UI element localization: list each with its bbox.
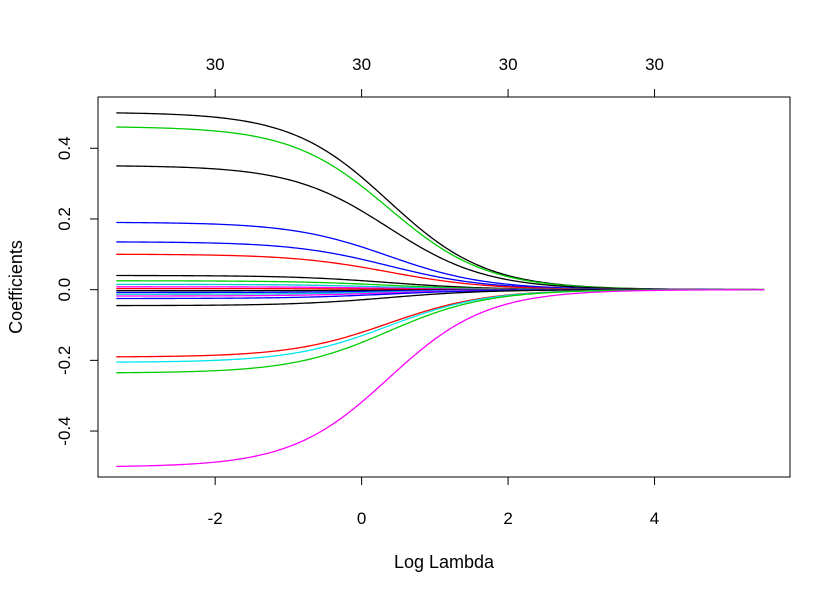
y-tick-label: 0.4 [55, 136, 74, 160]
y-tick-label: 0.2 [55, 207, 74, 231]
coefficient-path-18 [116, 289, 765, 358]
x-tick-label: -2 [208, 509, 223, 528]
coefficient-path-2 [116, 126, 765, 291]
y-axis-title: Coefficients [6, 240, 26, 334]
y-tick-label: -0.4 [55, 416, 74, 445]
top-tick-label: 30 [352, 55, 371, 74]
coefficient-path-19 [116, 289, 765, 363]
coefficient-path-21 [116, 289, 765, 468]
x-axis-bottom: -2 0 2 4 [208, 477, 659, 528]
y-tick-label: -0.2 [55, 346, 74, 375]
x-tick-label: 4 [650, 509, 659, 528]
y-tick-label: 0.0 [55, 278, 74, 302]
plot-frame [97, 96, 791, 478]
x-tick-label: 2 [503, 509, 512, 528]
top-tick-label: 30 [206, 55, 225, 74]
x-axis-title: Log Lambda [394, 552, 495, 572]
y-axis-left: -0.4 -0.2 0.0 0.2 0.4 [55, 136, 98, 446]
top-tick-label: 30 [499, 55, 518, 74]
coefficient-path-5 [116, 241, 765, 291]
coefficient-path-4 [116, 221, 765, 291]
coefficient-path-1 [116, 112, 765, 291]
x-tick-label: 0 [357, 509, 366, 528]
coefficient-path-3 [116, 165, 765, 291]
top-tick-label: 30 [645, 55, 664, 74]
coefficient-paths [116, 112, 765, 468]
x-axis-top: 30 30 30 30 [206, 55, 664, 97]
